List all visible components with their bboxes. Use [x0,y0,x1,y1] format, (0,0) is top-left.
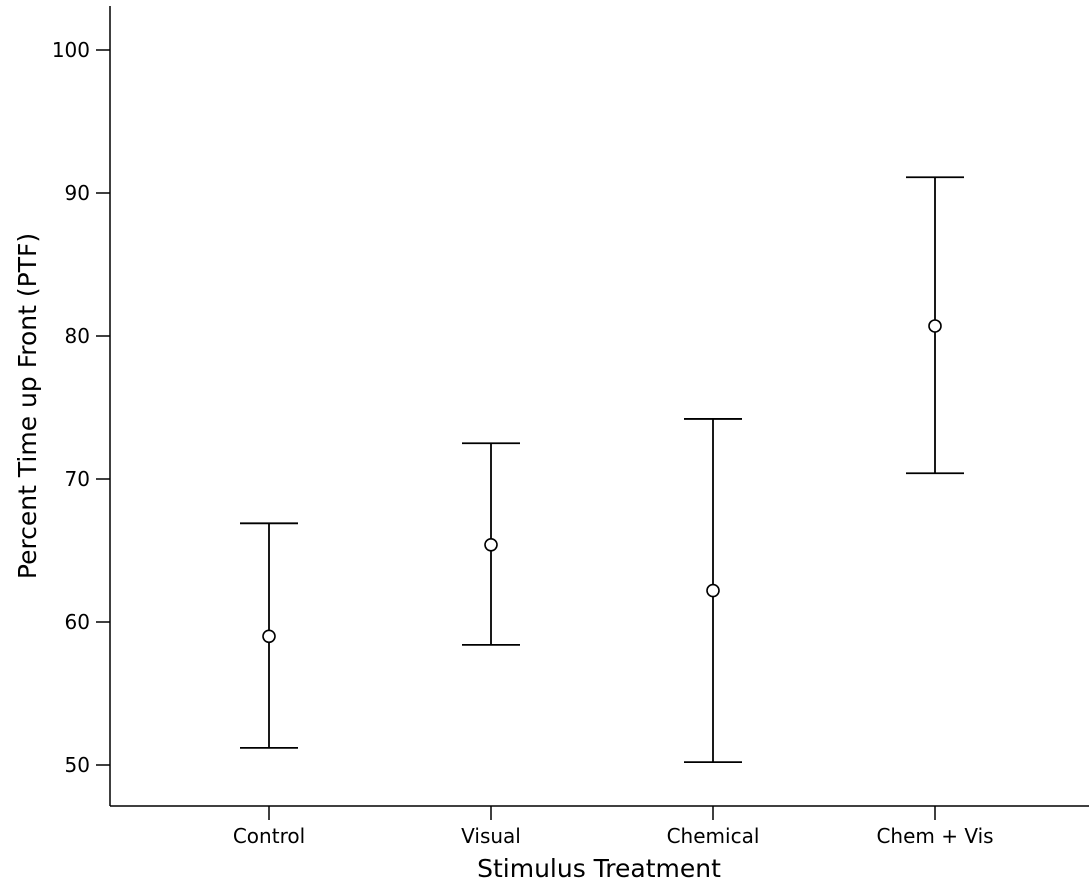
plot-area: 50 60 70 80 90 100 Control Visual Chemical Chem … [52,6,1089,848]
x-tick-label-chem-vis: Chem + Vis [876,824,993,848]
x-tick-label-control: Control [233,824,305,848]
y-tick-label-70: 70 [65,467,90,491]
y-axis-title: Percent Time up Front (PTF) [13,233,42,579]
mean-marker-control [262,629,276,644]
y-tick-label-100: 100 [52,38,90,62]
y-tick-label-80: 80 [65,324,90,348]
mean-marker-chem-vis [928,319,942,333]
error-bar-chemical [684,418,742,764]
y-tick-label-90: 90 [65,181,90,205]
y-tick-label-50: 50 [65,753,90,777]
y-tick-label-60: 60 [65,610,90,634]
x-axis-title: Stimulus Treatment [477,854,721,883]
mean-marker-chemical [706,583,720,598]
error-bar-chem-vis [906,176,964,475]
x-tick-label-visual: Visual [461,824,521,848]
mean-marker-visual [484,537,498,552]
x-axis-ticks: Control Visual Chemical Chem + Vis [233,806,994,848]
error-bar-visual [462,442,520,646]
error-bars [240,176,964,764]
x-tick-label-chemical: Chemical [667,824,760,848]
error-bar-control [240,522,298,749]
y-axis-ticks: 50 60 70 80 90 100 [52,38,110,777]
